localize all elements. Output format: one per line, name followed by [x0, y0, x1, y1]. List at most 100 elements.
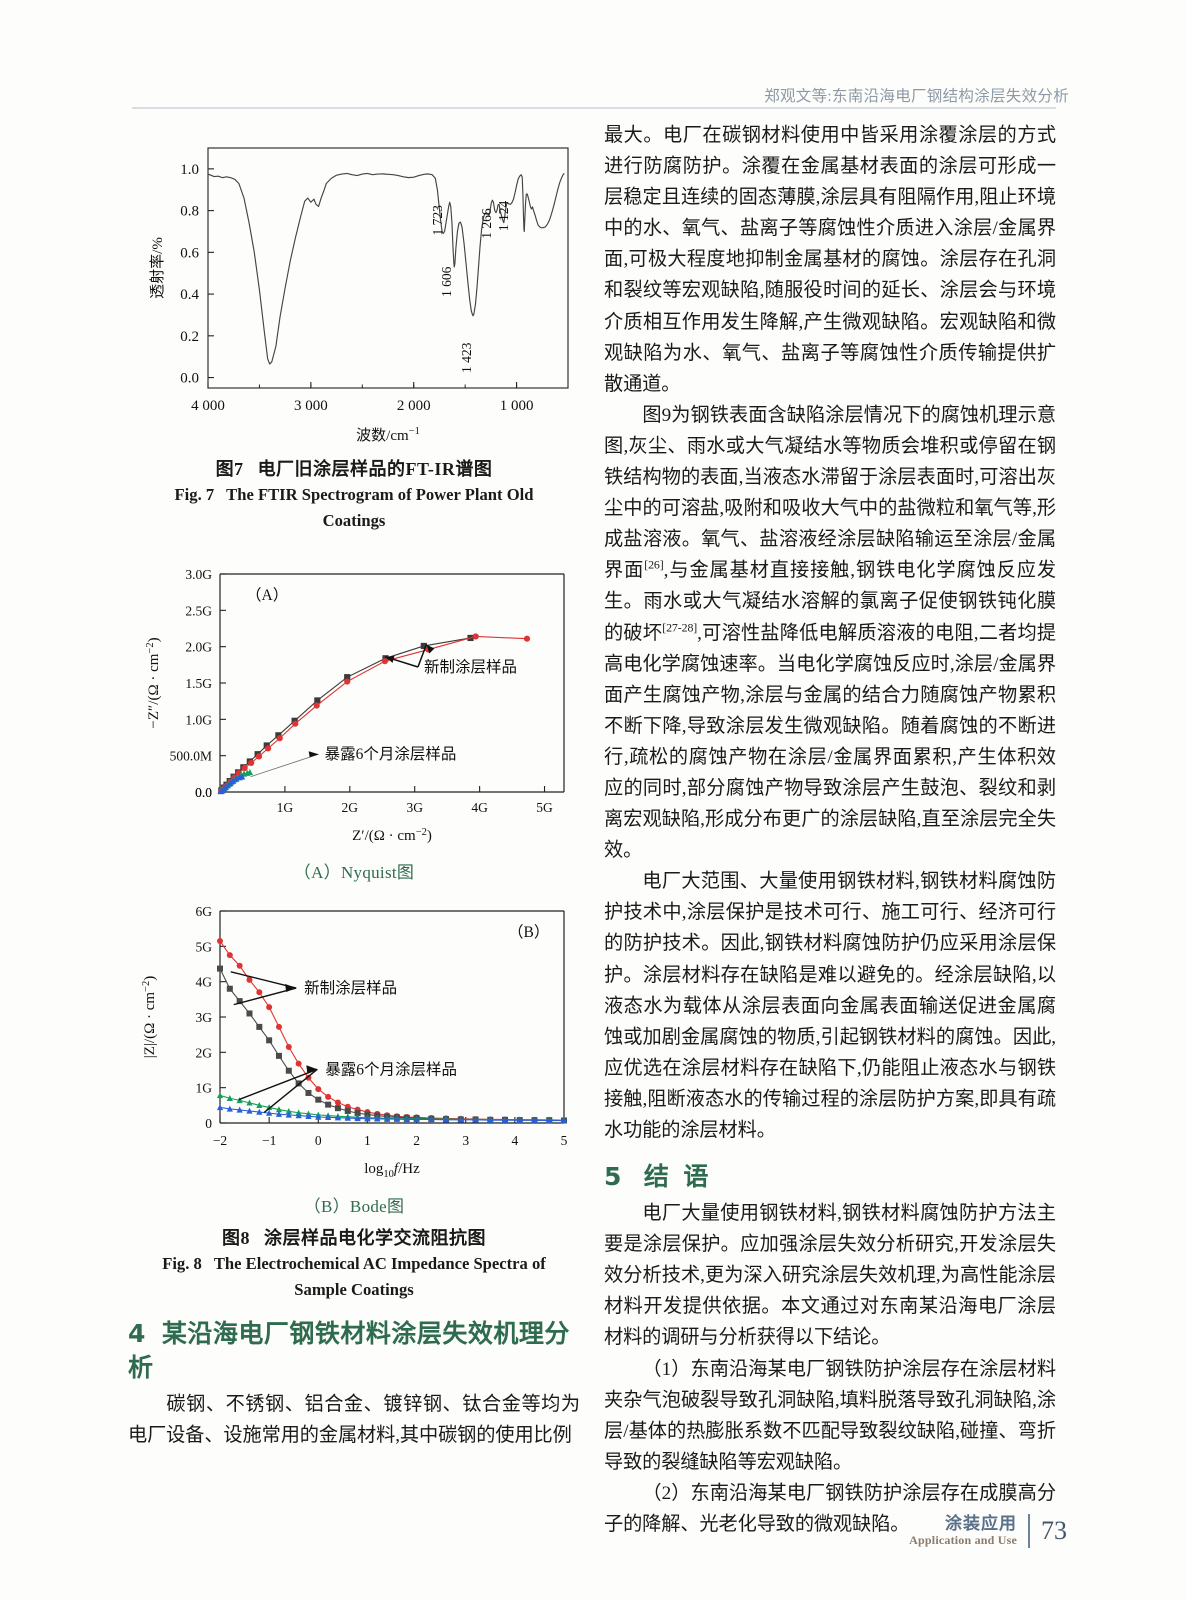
conclusion-2: （2）东南沿海某电厂钢铁防护涂层存在成膜高分子的降解、光老化导致的微观缺陷。 — [604, 1482, 1056, 1536]
ftir-chart: 0.0 0.2 0.4 0.6 0.8 1.0 4 000 3 000 2 000 1 000 1 … — [149, 147, 569, 444]
svg-text:0.0: 0.0 — [195, 785, 212, 800]
svg-text:4G: 4G — [471, 800, 488, 815]
paragraph-4: 电厂大量使用钢铁材料,钢铁材料腐蚀防护方法主要是涂层保护。应加强涂层失效分析研究… — [604, 1203, 1056, 1349]
svg-text:暴露6个月涂层样品: 暴露6个月涂层样品 — [325, 1060, 457, 1078]
footer-brand-en: Application and Use — [909, 1532, 1017, 1547]
figure-8-subcaption-b: （B）Bode图 — [303, 1197, 405, 1216]
svg-text:1 124: 1 124 — [496, 200, 511, 231]
svg-text:log10f/Hz: log10f/Hz — [364, 1161, 420, 1180]
paragraph-3: 电厂大范围、大量使用钢铁材料,钢铁材料腐蚀防护技术中,涂层保护是技术可行、施工可… — [604, 871, 1056, 1141]
svg-text:1 606: 1 606 — [439, 266, 454, 297]
conclusion-1: （1）东南沿海某电厂钢铁防护涂层存在涂层材料夹杂气泡破裂导致孔洞缺陷,填料脱落导… — [604, 1358, 1056, 1473]
svg-text:|Z|/(Ω · cm−2): |Z|/(Ω · cm−2) — [141, 976, 158, 1058]
figure-7-cn-label: 图7 — [215, 459, 244, 479]
paragraph-2-part3: ,可溶性盐降低电解质溶液的电阻,二者均提高电化学腐蚀速率。当电化学腐蚀反应时,涂… — [604, 622, 1057, 862]
svg-text:6G: 6G — [196, 904, 213, 919]
svg-text:1.0: 1.0 — [180, 162, 199, 178]
svg-text:0: 0 — [205, 1116, 212, 1131]
svg-text:4 000: 4 000 — [191, 398, 225, 414]
section-4-title: 某沿海电厂钢铁材料涂层失效机理分析 — [128, 1319, 570, 1382]
svg-text:−1: −1 — [262, 1133, 276, 1148]
svg-text:波数/cm−1: 波数/cm−1 — [356, 426, 420, 444]
figure-8-subcaption-a: （A）Nyquist图 — [293, 863, 415, 882]
svg-text:3 000: 3 000 — [294, 398, 328, 414]
svg-text:1 423: 1 423 — [459, 342, 474, 373]
svg-text:1G: 1G — [196, 1081, 213, 1096]
section-heading-4: 4 某沿海电厂钢铁材料涂层失效机理分析 — [128, 1317, 580, 1385]
svg-text:0.2: 0.2 — [180, 329, 199, 345]
svg-text:（B）: （B） — [508, 924, 549, 941]
section-4-number: 4 — [128, 1319, 146, 1348]
svg-text:3G: 3G — [196, 1010, 213, 1025]
page-number: 73 — [1041, 1516, 1067, 1545]
svg-text:−2: −2 — [213, 1133, 227, 1148]
figure-7: 0.0 0.2 0.4 0.6 0.8 1.0 4 000 3 000 2 000 1 000 1 … — [128, 120, 580, 534]
footer-brand-cn: 涂装应用 — [945, 1513, 1017, 1534]
svg-text:3.0G: 3.0G — [185, 567, 212, 582]
svg-text:0.8: 0.8 — [180, 204, 199, 220]
svg-text:Z′/(Ω · cm−2): Z′/(Ω · cm−2) — [352, 827, 432, 844]
citation-27-28: [27-28] — [662, 620, 698, 635]
left-column: 0.0 0.2 0.4 0.6 0.8 1.0 4 000 3 000 2 000 1 000 1 … — [128, 120, 580, 1451]
svg-text:2.5G: 2.5G — [185, 603, 212, 618]
citation-26: [26] — [644, 557, 664, 572]
svg-text:2G: 2G — [342, 800, 359, 815]
svg-text:0: 0 — [315, 1133, 322, 1148]
figure-7-en-line2: Coatings — [322, 511, 386, 530]
paragraph-1: 最大。电厂在碳钢材料使用中皆采用涂覆涂层的方式进行防腐防护。涂覆在金属基材表面的… — [604, 125, 1056, 395]
figure-8-en-line2: Sample Coatings — [294, 1280, 414, 1299]
svg-text:0.0: 0.0 — [180, 371, 199, 387]
section-5-number: 5 — [604, 1162, 622, 1192]
svg-text:−Z″/(Ω · cm−2): −Z″/(Ω · cm−2) — [145, 637, 162, 728]
svg-text:2.0G: 2.0G — [185, 640, 212, 655]
svg-text:1 266: 1 266 — [479, 208, 494, 239]
svg-text:500.0M: 500.0M — [170, 749, 212, 764]
svg-text:5G: 5G — [536, 800, 553, 815]
section-5-title-char1: 结 — [643, 1162, 670, 1192]
right-column: 最大。电厂在碳钢材料使用中皆采用涂覆涂层的方式进行防腐防护。涂覆在金属基材表面的… — [604, 120, 1056, 1540]
figure-8-en-line1: The Electrochemical AC Impedance Spectra… — [213, 1254, 546, 1273]
bode-chart: 0 1G 2G 3G 4G 5G 6G −2 −1 0 1 2 3 4 5 （B） 新制涂层样品暴露6个月涂层样… — [141, 904, 568, 1180]
svg-text:2G: 2G — [196, 1045, 213, 1060]
figure-8: 0.0 500.0M 1.0G 1.5G 2.0G 2.5G 3.0G 1G 2G 3G 4G 5G 0… — [128, 556, 580, 1303]
svg-text:1.5G: 1.5G — [185, 676, 212, 691]
svg-text:5: 5 — [561, 1133, 568, 1148]
svg-text:1: 1 — [364, 1133, 371, 1148]
svg-text:5G: 5G — [196, 939, 213, 954]
svg-text:2: 2 — [413, 1133, 420, 1148]
svg-text:暴露6个月涂层样品: 暴露6个月涂层样品 — [325, 745, 457, 763]
svg-text:1.0G: 1.0G — [185, 712, 212, 727]
running-head: 郑观文等:东南沿海电厂钢结构涂层失效分析 — [764, 88, 1069, 105]
paragraph-2: 图9为钢铁表面含缺陷涂层情况下的腐蚀机理示意图,灰尘、雨水或大气凝结水等物质会堆… — [604, 400, 1056, 866]
figure-7-cn-text: 电厂旧涂层样品的FT-IR谱图 — [257, 459, 493, 479]
footer-divider — [1028, 1514, 1030, 1548]
svg-text:透射率/%: 透射率/% — [149, 237, 166, 299]
section-5-title-char2: 语 — [683, 1162, 709, 1192]
paragraph-2-part1: 图9为钢铁表面含缺陷涂层情况下的腐蚀机理示意图,灰尘、雨水或大气凝结水等物质会堆… — [604, 404, 1056, 582]
svg-text:4: 4 — [511, 1133, 518, 1148]
page-footer: 涂装应用 Application and Use 73 — [909, 1514, 1067, 1548]
figure-8-cn-text: 涂层样品电化学交流阻抗图 — [264, 1228, 486, 1248]
paragraph-carbon-steel: 碳钢、不锈钢、铝合金、镀锌钢、钛合金等均为电厂设备、设施常用的金属材料,其中碳钢… — [128, 1394, 580, 1447]
figure-8-caption: 图8 涂层样品电化学交流阻抗图 Fig. 8 The Electrochemical… — [128, 1225, 580, 1303]
svg-text:新制涂层样品: 新制涂层样品 — [304, 979, 397, 997]
figure-8-en-label: Fig. 8 — [162, 1254, 202, 1273]
footer-brand: 涂装应用 Application and Use — [909, 1513, 1017, 1547]
svg-text:1 723: 1 723 — [430, 205, 445, 236]
header-divider — [132, 107, 1056, 109]
svg-text:3G: 3G — [406, 800, 423, 815]
paragraph-2-part2: ,与金属基材直接接触,钢铁电化学腐蚀反应发生。雨水或大气凝结水溶解的氯离子促使钢… — [604, 560, 1056, 644]
svg-text:1 000: 1 000 — [500, 398, 534, 414]
svg-text:新制涂层样品: 新制涂层样品 — [424, 658, 517, 676]
figure-7-en-line1: The FTIR Spectrogram of Power Plant Old — [226, 485, 534, 504]
figure-7-en-label: Fig. 7 — [174, 485, 215, 504]
svg-text:2 000: 2 000 — [397, 398, 431, 414]
svg-text:0.0: 0.0 — [195, 785, 212, 800]
svg-text:0.6: 0.6 — [180, 245, 199, 261]
figure-7-caption: 图7 电厂旧涂层样品的FT-IR谱图 Fig. 7 The FTIR Spectro… — [128, 456, 580, 534]
svg-text:0.4: 0.4 — [180, 287, 199, 303]
svg-text:（A）: （A） — [246, 587, 288, 604]
